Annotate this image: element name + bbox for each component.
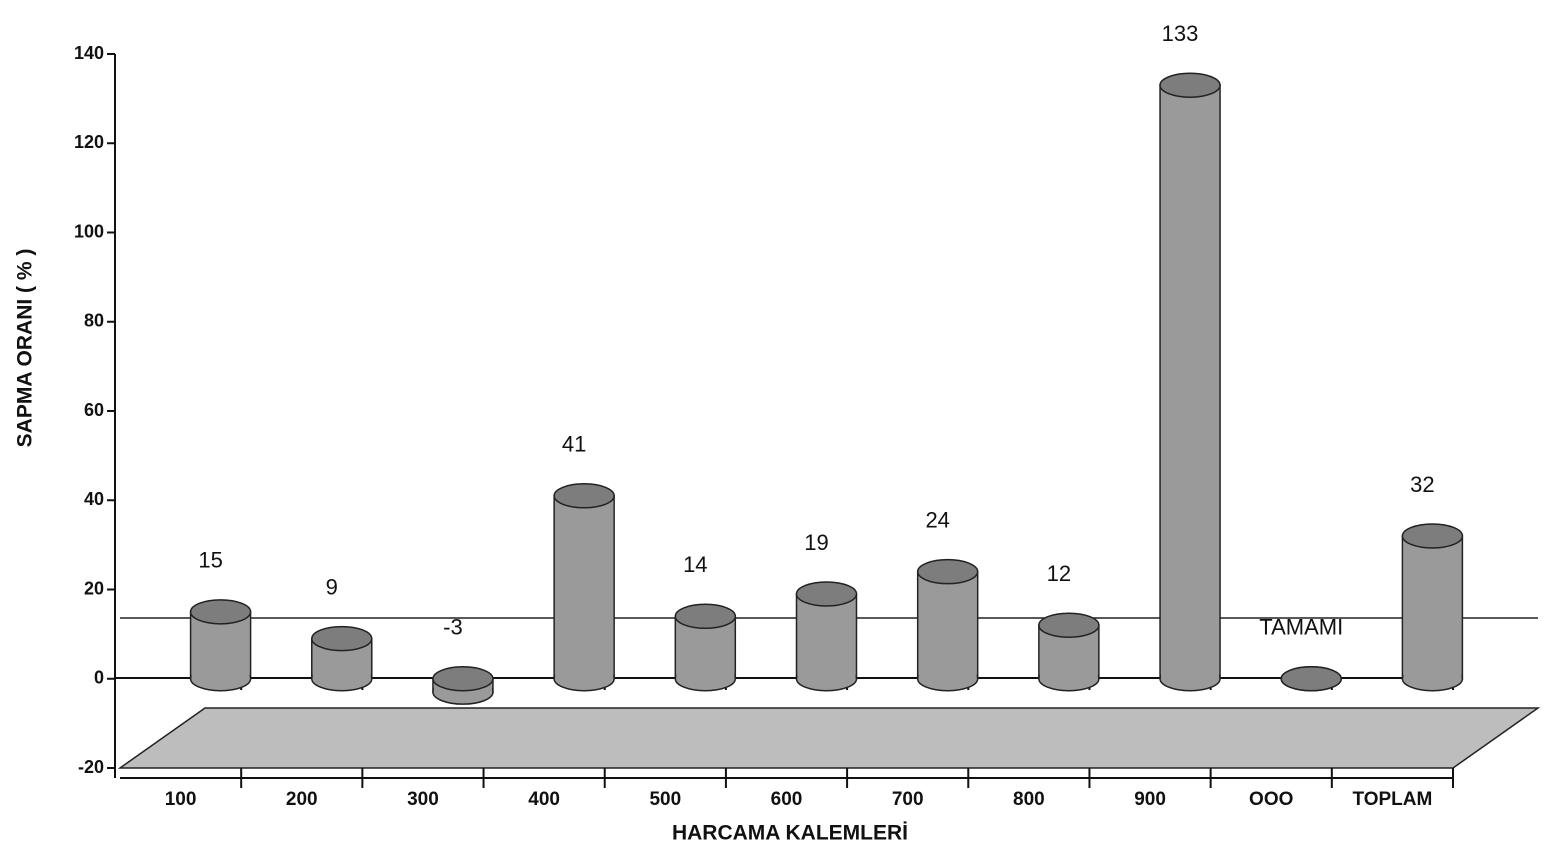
- value-label: 12: [1047, 561, 1071, 586]
- y-tick-label: 60: [84, 400, 104, 420]
- x-tick-label: OOO: [1249, 789, 1293, 810]
- value-label: 41: [562, 432, 586, 457]
- bar-body-cover: [1403, 535, 1462, 679]
- value-label: 19: [804, 530, 828, 555]
- bar-top: [1280, 666, 1342, 692]
- value-label: 133: [1162, 21, 1199, 46]
- y-tick-label: 120: [74, 132, 104, 152]
- value-label: TAMAMI: [1259, 615, 1343, 640]
- y-tick-label: -20: [78, 757, 104, 777]
- bar-top: [1401, 523, 1464, 549]
- x-tick-label: 200: [286, 789, 318, 810]
- x-tick-label: TOPLAM: [1352, 789, 1432, 810]
- value-label: 15: [198, 548, 222, 573]
- bar-top: [916, 558, 979, 585]
- y-tick-label: 80: [84, 311, 104, 331]
- floor: [117, 707, 1541, 769]
- bar-top: [1159, 72, 1221, 98]
- y-tick-label: 0: [94, 668, 104, 688]
- y-axis-title: SAPMA ORANI ( % ): [14, 249, 37, 448]
- bar-body-cover: [1161, 85, 1220, 679]
- value-label: 32: [1410, 472, 1434, 497]
- bar-top: [432, 666, 494, 692]
- y-tick-label: 140: [74, 43, 104, 63]
- bar-body-cover: [797, 593, 856, 679]
- bar-top: [189, 599, 252, 625]
- x-tick-label: 800: [1013, 789, 1045, 810]
- bar-body-cover: [555, 495, 614, 679]
- y-tick-label: 20: [84, 578, 104, 598]
- x-axis-title: HARCAMA KALEMLERİ: [672, 822, 908, 845]
- x-tick-label: 100: [165, 789, 197, 810]
- x-tick-label: 400: [528, 789, 560, 810]
- x-tick-label: 900: [1134, 789, 1166, 810]
- bar-top: [1038, 612, 1100, 638]
- value-label: 14: [683, 552, 707, 577]
- bar-body-cover: [918, 571, 977, 679]
- x-tick-label: 500: [649, 789, 681, 810]
- x-tick-label: 600: [771, 789, 803, 810]
- value-label: 9: [326, 574, 338, 599]
- bar-top: [795, 581, 858, 607]
- bar-top: [674, 603, 737, 630]
- x-tick-label: 700: [892, 789, 924, 810]
- bar-top: [311, 625, 373, 652]
- y-tick-label: 100: [74, 221, 104, 241]
- bar-top: [553, 483, 615, 509]
- value-label: -3: [443, 615, 463, 640]
- y-tick-label: 40: [84, 489, 104, 509]
- value-label: 24: [925, 507, 949, 532]
- x-tick-label: 300: [407, 789, 439, 810]
